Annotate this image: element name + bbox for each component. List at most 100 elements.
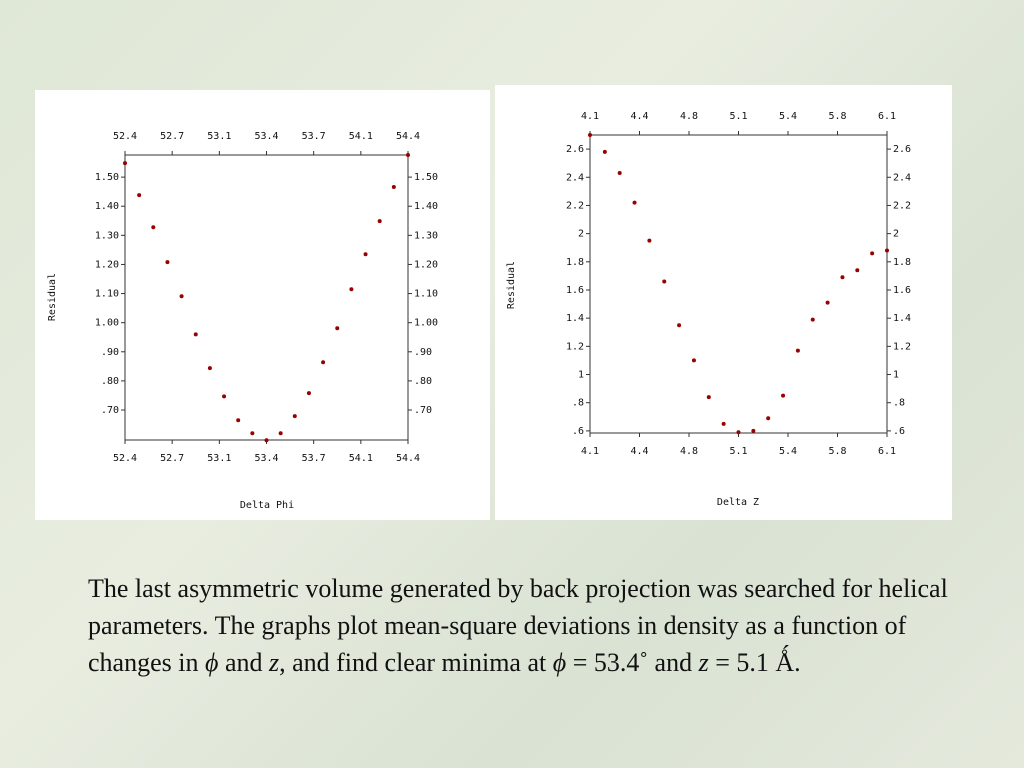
data-point: [179, 294, 184, 299]
y-axis-title: Residual: [47, 273, 58, 321]
chart-panel: [495, 85, 952, 520]
data-point: [406, 153, 410, 157]
data-point: [588, 133, 592, 137]
data-point: [335, 326, 340, 331]
data-point: [292, 414, 297, 419]
charts: 52.4 52.4 52.7 52.7 53.1 53.1 53.4 53.4 53.7 53.7…: [35, 85, 952, 520]
x-tick-label: 5.4: [779, 111, 797, 122]
chart-panel: [35, 90, 490, 520]
data-point: [691, 358, 696, 363]
data-point: [602, 149, 607, 154]
y-tick-label: .80: [101, 376, 119, 387]
y-axis-title: Residual: [506, 261, 517, 309]
caption: The last asymmetric volume generated by …: [88, 570, 968, 681]
x-tick-label: 5.8: [828, 446, 846, 457]
data-point: [647, 238, 652, 243]
x-tick-label: 5.1: [729, 111, 747, 122]
x-tick-label: 6.1: [878, 111, 896, 122]
x-tick-label: 53.1: [207, 453, 231, 464]
data-point: [321, 360, 326, 365]
y-tick-label: 1.30: [95, 230, 119, 241]
data-point: [736, 430, 741, 435]
data-point: [706, 395, 711, 400]
x-tick-label: 54.4: [396, 131, 420, 142]
x-tick-label: 53.1: [207, 131, 231, 142]
y-tick-label: 1.4: [893, 313, 911, 324]
data-point: [222, 394, 227, 399]
y-tick-label: 2: [578, 229, 584, 240]
x-tick-label: 5.8: [828, 111, 846, 122]
y-tick-label: 1.20: [95, 259, 119, 270]
caption-symbol: ϕ: [204, 648, 219, 677]
y-tick-label: 1.30: [414, 230, 438, 241]
y-tick-label: 1.6: [893, 285, 911, 296]
x-tick-label: 53.7: [302, 453, 326, 464]
data-point: [264, 438, 269, 443]
y-tick-label: 1.50: [414, 172, 438, 183]
data-point: [677, 323, 682, 328]
y-tick-label: 1.40: [95, 201, 119, 212]
caption-text: = 53.4˚ and: [566, 648, 699, 677]
y-tick-label: 2.4: [566, 172, 584, 183]
x-tick-label: 4.4: [630, 111, 648, 122]
y-tick-label: .6: [572, 426, 584, 437]
x-tick-label: 52.4: [113, 453, 137, 464]
y-tick-label: .8: [572, 398, 584, 409]
caption-text: , and find clear minima at: [279, 648, 553, 677]
y-tick-label: 1.2: [893, 341, 911, 352]
data-point: [306, 391, 311, 396]
y-tick-label: .70: [101, 405, 119, 416]
caption-symbol: z: [698, 648, 709, 677]
x-tick-label: 53.4: [254, 453, 278, 464]
data-point: [193, 332, 198, 337]
data-point: [391, 185, 396, 190]
data-point: [236, 418, 241, 423]
y-tick-label: 1.8: [566, 257, 584, 268]
data-point: [781, 393, 786, 398]
data-point: [766, 416, 771, 421]
y-tick-label: .70: [414, 405, 432, 416]
x-tick-label: 4.1: [581, 111, 599, 122]
x-tick-label: 52.7: [160, 131, 184, 142]
caption-symbol: z: [268, 648, 280, 677]
caption-text: = 5.1 Ǻ.: [708, 648, 801, 677]
y-tick-label: 2.6: [893, 144, 911, 155]
data-point: [207, 366, 212, 371]
data-point: [151, 225, 156, 230]
data-point: [165, 260, 170, 265]
y-tick-label: 2: [893, 229, 899, 240]
y-tick-label: 2.6: [566, 144, 584, 155]
data-point: [363, 252, 368, 257]
data-point: [349, 287, 354, 292]
y-tick-label: 1.50: [95, 172, 119, 183]
data-point: [721, 421, 726, 426]
data-point: [137, 193, 142, 198]
x-tick-label: 53.4: [254, 131, 278, 142]
y-tick-label: 1.6: [566, 285, 584, 296]
y-tick-label: 1.8: [893, 257, 911, 268]
x-tick-label: 54.1: [349, 453, 373, 464]
data-point: [825, 300, 830, 305]
data-point: [810, 317, 815, 322]
data-point: [885, 248, 889, 253]
y-tick-label: 2.2: [893, 200, 911, 211]
y-tick-label: .8: [893, 398, 905, 409]
x-tick-label: 52.7: [160, 453, 184, 464]
x-tick-label: 53.7: [302, 131, 326, 142]
x-tick-label: 4.8: [680, 446, 698, 457]
caption-text: The last asymmetric volume generated by …: [88, 574, 948, 677]
x-tick-label: 5.4: [779, 446, 797, 457]
y-tick-label: 1.10: [95, 289, 119, 300]
x-tick-label: 5.1: [729, 446, 747, 457]
data-point: [751, 428, 756, 433]
y-tick-label: .6: [893, 426, 905, 437]
y-tick-label: 1.40: [414, 201, 438, 212]
x-axis-title: Delta Phi: [240, 500, 294, 511]
x-tick-label: 6.1: [878, 446, 896, 457]
data-point: [617, 171, 622, 176]
data-point: [870, 251, 875, 256]
y-tick-label: 1.4: [566, 313, 584, 324]
data-point: [632, 200, 637, 205]
y-tick-label: 1: [893, 370, 899, 381]
